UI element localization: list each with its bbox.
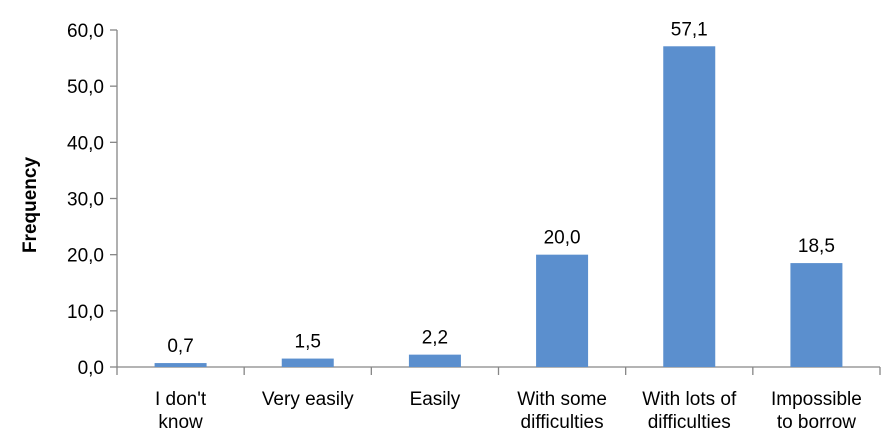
bar: [790, 263, 843, 367]
data-labels: 0,7 1,5 2,2 20,0 57,1 18,5: [167, 19, 835, 357]
y-tick-label: 0,0: [78, 358, 104, 379]
x-tick-label: I don't know: [155, 389, 207, 433]
data-label: 1,5: [295, 332, 321, 353]
bar: [408, 354, 461, 367]
x-tick-label: Easily: [410, 389, 461, 410]
y-tick-label: 20,0: [67, 246, 104, 267]
y-tick-label: 10,0: [67, 302, 104, 323]
x-tick-label: With some difficulties: [517, 389, 607, 433]
y-axis-title: Frequency: [20, 157, 41, 254]
bar: [154, 363, 207, 367]
y-tick-label: 30,0: [67, 190, 104, 211]
y-tick-label: 50,0: [67, 77, 104, 98]
data-label: 57,1: [671, 19, 708, 40]
y-tick-label: 60,0: [67, 21, 104, 42]
bars: [154, 46, 843, 368]
x-axis-tick-labels: I don't know Very easily Easily With some dif…: [155, 389, 862, 433]
x-tick-label: Impossible to borrow: [771, 389, 862, 433]
data-label: 2,2: [422, 328, 448, 349]
y-axis: 0,0 10,0 20,0 30,0 40,0 50,0 60,0: [67, 21, 118, 379]
data-label: 20,0: [544, 228, 581, 249]
x-tick-label: With lots of difficulties: [642, 389, 737, 433]
y-tick-label: 40,0: [67, 133, 104, 154]
bar: [281, 358, 334, 367]
x-axis: [116, 366, 881, 375]
bar: [536, 254, 589, 367]
x-tick-label: Very easily: [262, 389, 354, 410]
data-label: 18,5: [798, 236, 835, 257]
data-label: 0,7: [167, 336, 193, 357]
bar: [663, 46, 716, 368]
